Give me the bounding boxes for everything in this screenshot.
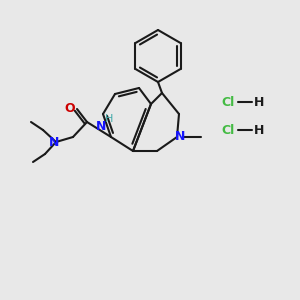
Text: O: O — [65, 101, 75, 115]
Text: H: H — [105, 114, 113, 124]
Text: Cl: Cl — [221, 95, 235, 109]
Text: N: N — [175, 130, 185, 143]
Text: Cl: Cl — [221, 124, 235, 136]
Text: N: N — [49, 136, 59, 148]
Text: N: N — [96, 121, 106, 134]
Text: H: H — [254, 124, 264, 136]
Text: H: H — [254, 95, 264, 109]
